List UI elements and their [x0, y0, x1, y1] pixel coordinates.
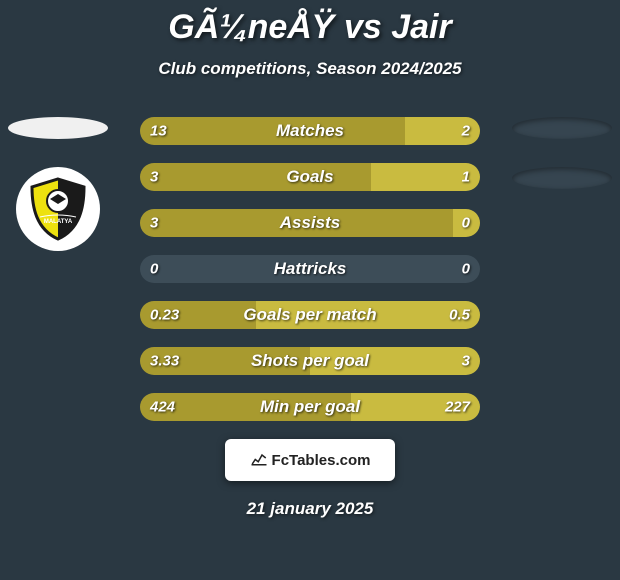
- stat-row: Goals 3 1: [140, 163, 480, 191]
- stat-value-left: 3: [150, 215, 158, 232]
- badge-text: MALATYA: [44, 219, 73, 225]
- page-subtitle: Club competitions, Season 2024/2025: [0, 59, 620, 79]
- stat-label: Matches: [276, 121, 344, 141]
- comparison-panel: MALATYA Matches132Goals31Assists30Hattri…: [0, 117, 620, 421]
- stat-label: Min per goal: [260, 397, 360, 417]
- footer-date: 21 january 2025: [0, 499, 620, 519]
- stat-value-left: 3: [150, 169, 158, 186]
- stat-row: Hattricks 0 0: [140, 255, 480, 283]
- stat-label: Goals per match: [243, 305, 376, 325]
- stat-value-left: 13: [150, 123, 167, 140]
- stat-value-right: 2: [462, 123, 470, 140]
- shield-icon: MALATYA: [28, 177, 88, 241]
- stat-row: Goals per match 0.23 0.5: [140, 301, 480, 329]
- stat-row: Shots per goal 3.33 3: [140, 347, 480, 375]
- stat-seg-left: [140, 117, 405, 145]
- stat-value-right: 0: [462, 215, 470, 232]
- stat-value-left: 3.33: [150, 353, 179, 370]
- page-title: GÃ¼neÅŸ vs Jair: [0, 0, 620, 47]
- stat-value-right: 0.5: [449, 307, 470, 324]
- stat-row: Matches 13 2: [140, 117, 480, 145]
- stat-label: Goals: [286, 167, 333, 187]
- stat-value-right: 3: [462, 353, 470, 370]
- stat-label: Shots per goal: [251, 351, 369, 371]
- stat-value-left: 0: [150, 261, 158, 278]
- stat-value-right: 227: [445, 399, 470, 416]
- right-player-ellipse-2: [512, 167, 612, 189]
- stat-seg-left: [140, 163, 371, 191]
- stat-label: Hattricks: [274, 259, 347, 279]
- left-player-column: MALATYA: [8, 117, 108, 251]
- right-player-column: [512, 117, 612, 217]
- chart-icon: [250, 449, 272, 471]
- brand-text: FcTables.com: [272, 452, 371, 469]
- stat-value-right: 0: [462, 261, 470, 278]
- stat-value-left: 0.23: [150, 307, 179, 324]
- left-player-ellipse: [8, 117, 108, 139]
- stat-value-left: 424: [150, 399, 175, 416]
- brand-footer: FcTables.com: [225, 439, 395, 481]
- left-club-badge: MALATYA: [16, 167, 100, 251]
- stat-value-right: 1: [462, 169, 470, 186]
- right-player-ellipse-1: [512, 117, 612, 139]
- stat-label: Assists: [280, 213, 340, 233]
- stat-row: Min per goal 424 227: [140, 393, 480, 421]
- stat-bars: Matches 13 2 Goals 3 1 Assists 3 0 Hattricks 0 0 Goa…: [140, 117, 480, 421]
- stat-row: Assists 3 0: [140, 209, 480, 237]
